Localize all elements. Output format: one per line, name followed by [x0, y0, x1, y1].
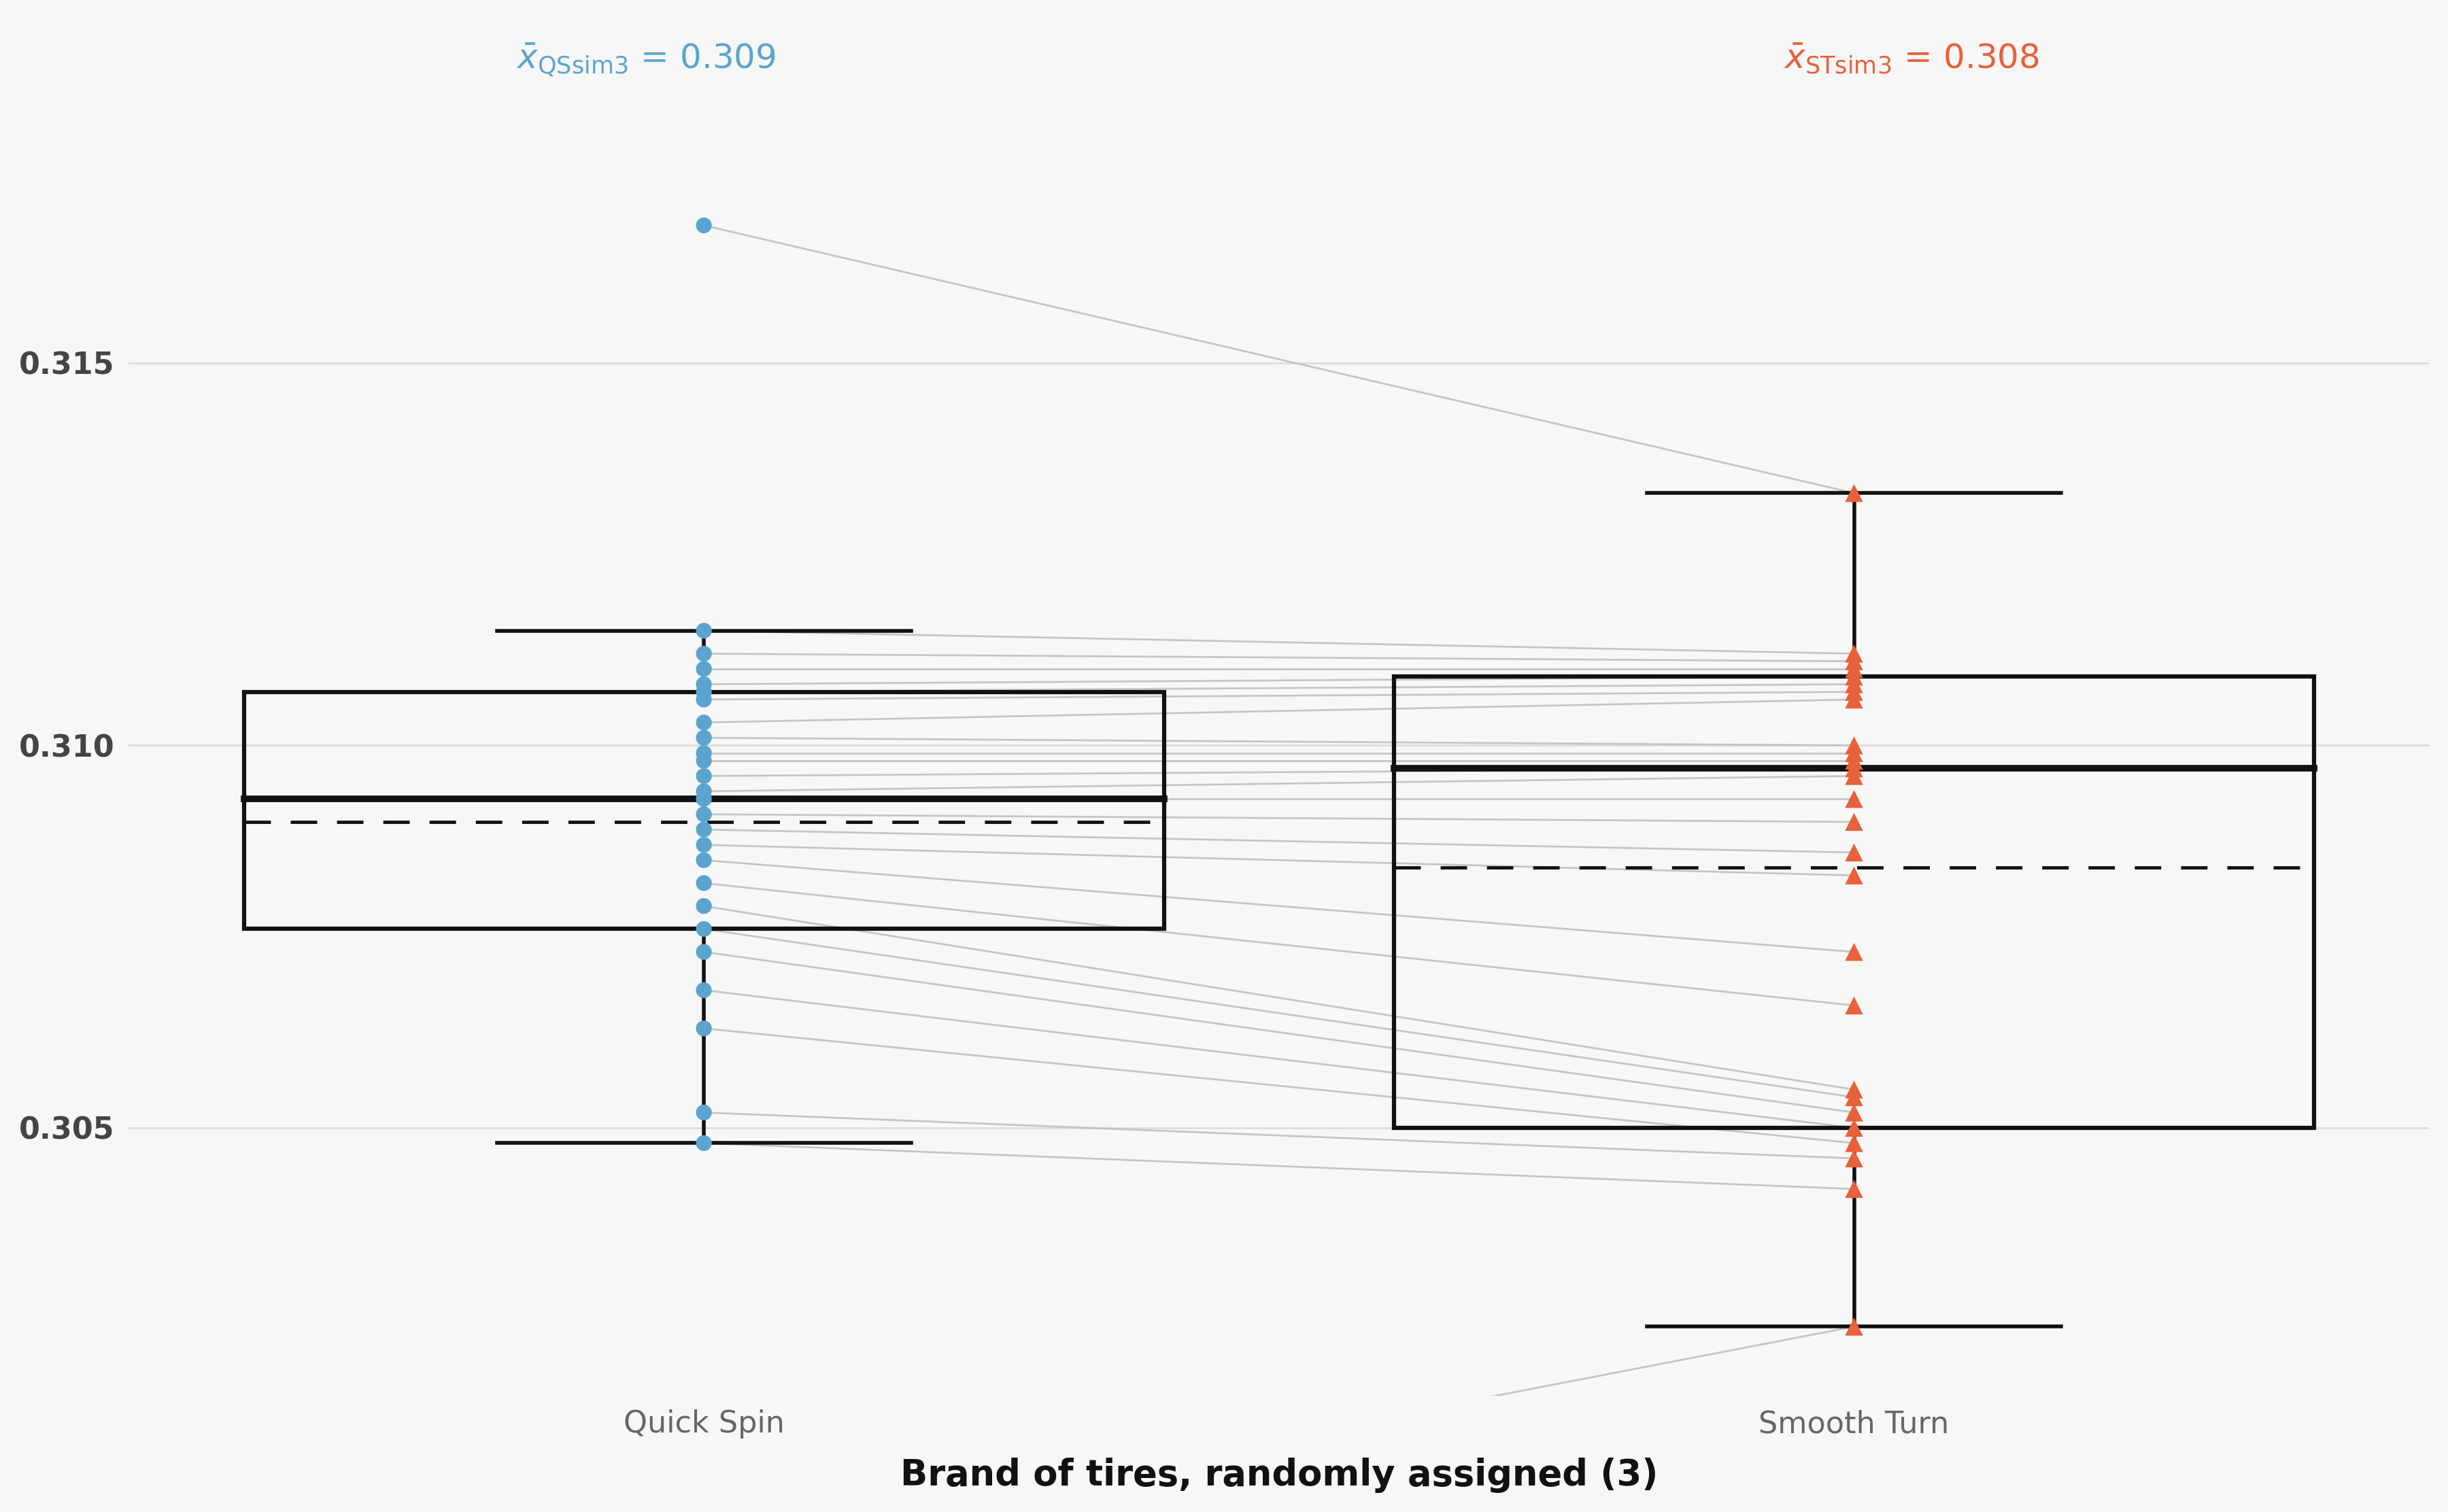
Point	[685, 656, 725, 680]
Point	[685, 680, 725, 705]
Point	[1834, 863, 1873, 888]
Point	[1834, 756, 1873, 780]
Point	[1834, 741, 1873, 765]
Point	[1834, 481, 1873, 505]
Point	[685, 786, 725, 810]
Point	[685, 1131, 725, 1155]
Point	[685, 940, 725, 965]
Point	[685, 833, 725, 857]
Point	[685, 726, 725, 750]
Point	[685, 711, 725, 735]
Point	[685, 1101, 725, 1125]
Point	[685, 978, 725, 1002]
Point	[1834, 688, 1873, 712]
Point	[685, 673, 725, 697]
Point	[1834, 680, 1873, 705]
Point	[1834, 649, 1873, 673]
Point	[1834, 1131, 1873, 1155]
Point	[1834, 1086, 1873, 1110]
Point	[685, 848, 725, 872]
Point	[685, 1016, 725, 1040]
Point	[1834, 748, 1873, 773]
Text: $\bar{x}$$_{\mathregular{QSsim3}}$ = 0.309: $\bar{x}$$_{\mathregular{QSsim3}}$ = 0.3…	[517, 42, 776, 79]
Point	[1834, 810, 1873, 835]
Point	[1834, 664, 1873, 688]
Bar	[245, 692, 1163, 928]
Point	[685, 894, 725, 918]
Point	[1834, 1101, 1873, 1125]
Point	[1834, 786, 1873, 810]
Point	[1834, 841, 1873, 865]
Point	[1834, 1116, 1873, 1140]
Point	[1834, 673, 1873, 697]
Point	[685, 916, 725, 940]
Point	[1834, 764, 1873, 788]
Point	[685, 779, 725, 803]
Point	[685, 871, 725, 895]
Point	[685, 641, 725, 665]
Bar	[1393, 676, 2313, 1128]
Point	[685, 748, 725, 773]
X-axis label: Brand of tires, randomly assigned (3): Brand of tires, randomly assigned (3)	[901, 1458, 1657, 1494]
Point	[685, 764, 725, 788]
Text: $\bar{x}$$_{\mathregular{STsim3}}$ = 0.308: $\bar{x}$$_{\mathregular{STsim3}}$ = 0.3…	[1785, 42, 2039, 76]
Point	[685, 213, 725, 237]
Point	[1834, 656, 1873, 680]
Point	[1834, 993, 1873, 1018]
Point	[1834, 733, 1873, 758]
Point	[685, 818, 725, 842]
Point	[1834, 641, 1873, 665]
Point	[1834, 1146, 1873, 1170]
Point	[1834, 940, 1873, 965]
Point	[685, 618, 725, 643]
Point	[1834, 1078, 1873, 1102]
Point	[685, 741, 725, 765]
Point	[1834, 1314, 1873, 1338]
Point	[1834, 1176, 1873, 1201]
Point	[685, 803, 725, 827]
Point	[685, 688, 725, 712]
